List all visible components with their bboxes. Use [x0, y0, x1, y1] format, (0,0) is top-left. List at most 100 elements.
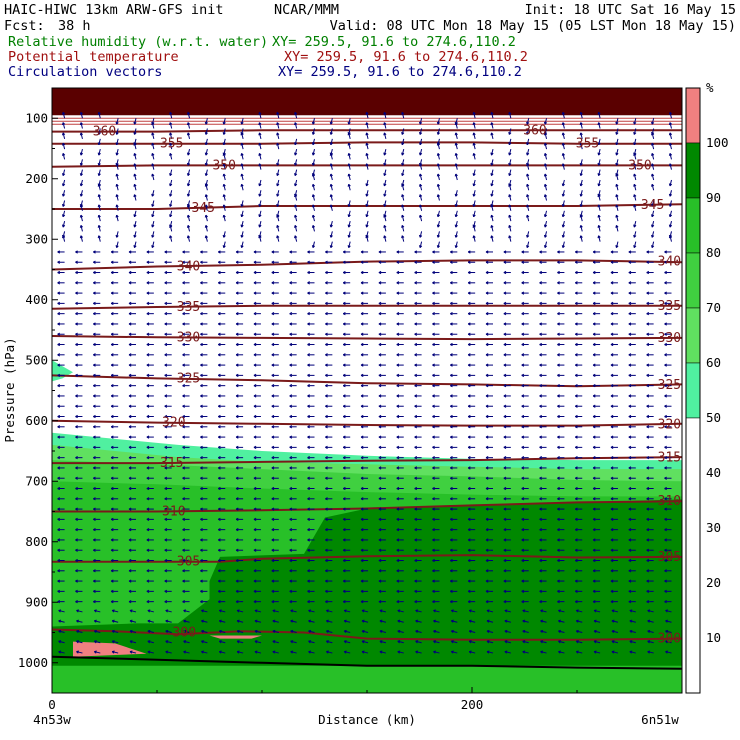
vector-arrow-head [271, 538, 275, 542]
vector-arrow-head [253, 579, 257, 583]
vector-arrow-head [468, 650, 472, 654]
vector-arrow-head [343, 619, 347, 623]
vector-arrow-head [539, 600, 542, 604]
vector-arrow-head [615, 152, 619, 156]
vector-arrow-head [521, 558, 525, 563]
vector-arrow-head [522, 650, 526, 654]
vector-arrow-head [240, 224, 244, 228]
vector-arrow-head [271, 384, 275, 388]
vector-arrow-head [664, 353, 667, 357]
vector-arrow-head [628, 425, 632, 429]
vector-arrow-head [182, 394, 185, 398]
vector-arrow-head [342, 569, 346, 573]
vector-arrow-head [490, 122, 494, 126]
vector-arrow-head [450, 281, 453, 285]
vector-arrow-head [539, 579, 542, 583]
vector-arrow-head [133, 131, 137, 135]
vector-arrow-head [521, 456, 525, 460]
vector-arrow-head [628, 373, 632, 378]
vector-arrow-head [651, 142, 655, 146]
vector-arrow-head [164, 260, 168, 264]
vector-arrow-head [401, 142, 405, 146]
vector-arrow-head [311, 173, 316, 177]
vector-arrow-head [539, 486, 542, 491]
vector-arrow-head [503, 445, 507, 450]
vector-arrow-head [414, 548, 418, 552]
vector-arrow-head [628, 589, 632, 593]
vector-arrow-head [253, 301, 257, 306]
vector-arrow-head [540, 640, 544, 644]
y-tick-label: 800 [25, 534, 48, 549]
y-tick-label: 500 [25, 352, 48, 367]
vector-arrow-head [342, 548, 346, 552]
vector-arrow-head [110, 517, 114, 522]
vector-arrow-head [151, 224, 155, 228]
vector-arrow-head [592, 579, 596, 583]
vector-arrow-head [128, 301, 132, 306]
vector-arrow-head [218, 353, 221, 357]
vector-arrow-head [164, 435, 168, 439]
vector-arrow-head [111, 609, 115, 613]
vector-arrow-head [186, 193, 191, 197]
vector-arrow-head [557, 486, 560, 491]
vector-arrow-head [151, 142, 155, 146]
vector-arrow-head [76, 609, 79, 613]
vector-arrow-head [472, 235, 476, 239]
vector-arrow-head [397, 619, 401, 623]
vector-arrow-head [110, 250, 114, 254]
vector-arrow-head [378, 528, 382, 532]
vector-arrow-head [378, 291, 382, 295]
vector-arrow-head [486, 629, 490, 634]
vector-arrow-head [628, 476, 632, 480]
vector-arrow-head [75, 456, 78, 460]
vector-arrow-head [561, 245, 565, 249]
vector-arrow-head [271, 332, 275, 336]
vector-arrow-head [128, 394, 132, 398]
vector-arrow-head [414, 342, 418, 347]
vector-arrow-head [414, 466, 418, 470]
vector-arrow-head [218, 629, 222, 634]
vector-arrow-head [182, 373, 185, 378]
vector-arrow-head [93, 619, 97, 623]
vector-arrow-head [146, 291, 150, 295]
vector-arrow-head [432, 466, 435, 470]
vector-arrow-head [182, 558, 185, 563]
vector-arrow-head [575, 435, 578, 439]
vector-arrow-head [343, 640, 347, 644]
y-tick-label: 200 [25, 171, 48, 186]
vector-arrow-head [503, 312, 507, 316]
vector-arrow-head [664, 528, 667, 532]
vector-arrow-head [183, 629, 187, 634]
vector-arrow-head [165, 609, 169, 613]
vector-arrow-head [164, 445, 168, 450]
vector-arrow-head [503, 486, 507, 491]
vector-arrow-head [97, 183, 101, 187]
vector-arrow-head [557, 569, 560, 573]
vector-arrow-head [222, 142, 226, 146]
vector-arrow-head [646, 322, 650, 326]
vector-arrow-head [360, 342, 364, 347]
vector-arrow-head [485, 589, 489, 593]
vector-arrow-head [360, 558, 364, 563]
vector-arrow-head [235, 332, 239, 336]
vector-arrow-head [668, 224, 673, 228]
vector-arrow-head [57, 528, 61, 532]
vector-arrow-head [218, 456, 221, 460]
vector-arrow-head [540, 619, 544, 623]
vector-arrow-head [146, 548, 150, 552]
theta-label: 305 [658, 550, 681, 565]
vector-arrow-head [271, 517, 275, 522]
vector-arrow-head [218, 435, 221, 439]
vector-arrow-head [253, 260, 257, 264]
vector-arrow-head [271, 270, 275, 275]
vector-arrow-head [97, 173, 101, 177]
vector-arrow-head [575, 569, 578, 573]
vector-arrow-head [342, 435, 346, 439]
vector-arrow-head [522, 619, 526, 623]
vector-arrow-head [57, 363, 61, 367]
vector-arrow-head [396, 373, 400, 378]
vector-arrow-head [253, 394, 257, 398]
vector-arrow-head [454, 132, 458, 136]
vector-arrow-head [432, 569, 435, 573]
theta-label: 325 [658, 378, 681, 393]
